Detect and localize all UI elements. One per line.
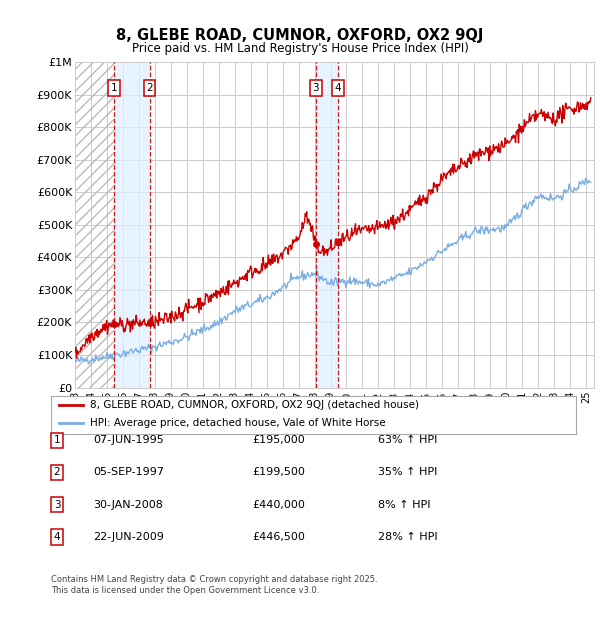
Bar (75, 62, 114, 388)
Text: 35% ↑ HPI: 35% ↑ HPI (378, 467, 437, 477)
Text: 4: 4 (335, 83, 341, 93)
Text: 8, GLEBE ROAD, CUMNOR, OXFORD, OX2 9QJ: 8, GLEBE ROAD, CUMNOR, OXFORD, OX2 9QJ (116, 29, 484, 43)
Text: 2: 2 (53, 467, 61, 477)
Bar (316, 62, 338, 388)
Text: 1: 1 (53, 435, 61, 445)
Text: 05-SEP-1997: 05-SEP-1997 (93, 467, 164, 477)
Text: 2: 2 (146, 83, 153, 93)
Text: £446,500: £446,500 (252, 532, 305, 542)
Text: 4: 4 (53, 532, 61, 542)
Text: 07-JUN-1995: 07-JUN-1995 (93, 435, 164, 445)
Text: £195,000: £195,000 (252, 435, 305, 445)
Text: £440,000: £440,000 (252, 500, 305, 510)
Text: Price paid vs. HM Land Registry's House Price Index (HPI): Price paid vs. HM Land Registry's House … (131, 42, 469, 55)
Text: 30-JAN-2008: 30-JAN-2008 (93, 500, 163, 510)
Text: 8% ↑ HPI: 8% ↑ HPI (378, 500, 431, 510)
Text: 3: 3 (53, 500, 61, 510)
Text: Contains HM Land Registry data © Crown copyright and database right 2025.
This d: Contains HM Land Registry data © Crown c… (51, 575, 377, 595)
Text: HPI: Average price, detached house, Vale of White Horse: HPI: Average price, detached house, Vale… (91, 418, 386, 428)
Text: 1: 1 (110, 83, 117, 93)
Text: 63% ↑ HPI: 63% ↑ HPI (378, 435, 437, 445)
Text: £199,500: £199,500 (252, 467, 305, 477)
Text: 28% ↑ HPI: 28% ↑ HPI (378, 532, 437, 542)
Text: 3: 3 (313, 83, 319, 93)
Text: 22-JUN-2009: 22-JUN-2009 (93, 532, 164, 542)
Bar (114, 62, 149, 388)
Text: 8, GLEBE ROAD, CUMNOR, OXFORD, OX2 9QJ (detached house): 8, GLEBE ROAD, CUMNOR, OXFORD, OX2 9QJ (… (91, 400, 419, 410)
